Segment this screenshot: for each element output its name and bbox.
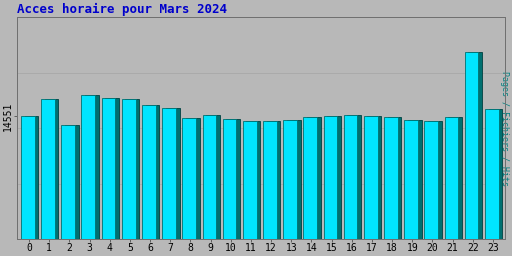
Bar	[444, 117, 458, 256]
Bar	[404, 120, 418, 256]
Bar	[206, 115, 220, 256]
Bar	[283, 120, 297, 256]
Bar	[145, 105, 159, 256]
Bar	[246, 121, 260, 256]
Bar	[61, 124, 75, 256]
Bar	[25, 116, 38, 256]
Bar	[243, 121, 257, 256]
Bar	[125, 99, 139, 256]
Bar	[327, 116, 341, 256]
Bar	[287, 120, 301, 256]
Bar	[344, 115, 357, 256]
Bar	[488, 109, 502, 256]
Bar	[424, 121, 438, 256]
Bar	[465, 52, 478, 256]
Bar	[408, 120, 421, 256]
Bar	[368, 116, 381, 256]
Bar	[105, 98, 119, 256]
Text: Acces horaire pour Mars 2024: Acces horaire pour Mars 2024	[17, 3, 227, 16]
Bar	[102, 98, 115, 256]
Bar	[364, 116, 377, 256]
Bar	[142, 105, 156, 256]
Bar	[166, 108, 180, 256]
Bar	[448, 117, 462, 256]
Bar	[45, 99, 58, 256]
Bar	[428, 121, 442, 256]
Bar	[162, 108, 176, 256]
Bar	[186, 118, 200, 256]
Bar	[263, 121, 276, 256]
Bar	[468, 52, 482, 256]
Bar	[81, 95, 95, 256]
Bar	[303, 117, 317, 256]
Bar	[267, 121, 281, 256]
Bar	[182, 118, 196, 256]
Bar	[347, 115, 361, 256]
Bar	[223, 119, 237, 256]
Y-axis label: Pages / Fichiers / Hits: Pages / Fichiers / Hits	[500, 71, 509, 186]
Bar	[324, 116, 337, 256]
Bar	[122, 99, 136, 256]
Bar	[21, 116, 35, 256]
Bar	[384, 117, 398, 256]
Bar	[226, 119, 240, 256]
Bar	[203, 115, 216, 256]
Bar	[41, 99, 55, 256]
Bar	[65, 124, 79, 256]
Bar	[485, 109, 499, 256]
Bar	[307, 117, 321, 256]
Bar	[388, 117, 401, 256]
Bar	[85, 95, 99, 256]
